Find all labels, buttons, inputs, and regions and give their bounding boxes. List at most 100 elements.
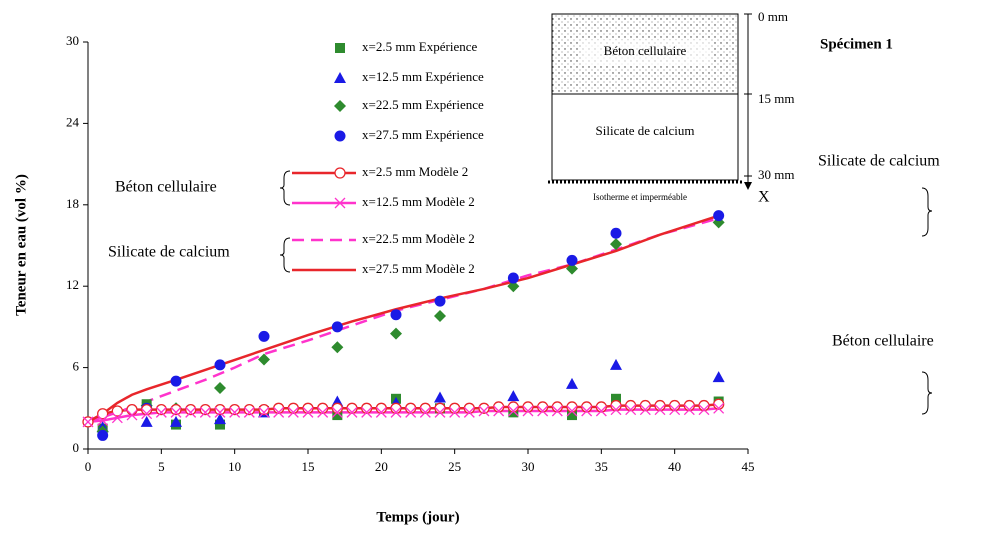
marker <box>317 406 329 418</box>
marker <box>625 404 637 416</box>
y-tick-label: 30 <box>66 33 79 48</box>
legend-marker <box>334 130 346 142</box>
marker <box>214 406 226 418</box>
marker <box>566 401 578 413</box>
marker <box>170 404 182 416</box>
marker <box>419 402 431 414</box>
x-tick-label: 35 <box>595 459 608 474</box>
marker <box>610 238 622 251</box>
legend-marker <box>334 197 346 209</box>
marker <box>713 398 725 410</box>
inset-label: Isotherme et imperméable <box>593 192 687 202</box>
x-tick-label: 20 <box>375 459 388 474</box>
marker <box>82 416 94 428</box>
marker <box>478 402 490 414</box>
inset-label: 0 mm <box>758 9 788 24</box>
marker <box>170 375 182 387</box>
marker <box>229 404 241 416</box>
marker <box>111 412 123 424</box>
marker <box>229 406 241 418</box>
y-tick-label: 0 <box>73 440 80 455</box>
marker <box>331 402 343 414</box>
marker <box>155 406 167 418</box>
inset-bottom-layer <box>551 93 739 181</box>
marker <box>111 405 123 417</box>
marker <box>258 404 270 416</box>
y-tick-label: 12 <box>66 277 79 292</box>
marker <box>405 406 417 418</box>
marker <box>405 402 417 414</box>
marker <box>566 262 578 275</box>
brace <box>279 170 291 206</box>
x-tick-label: 45 <box>742 459 755 474</box>
x-tick-label: 40 <box>668 459 681 474</box>
marker <box>610 227 622 239</box>
marker <box>449 402 461 414</box>
y-tick-label: 24 <box>66 114 80 129</box>
marker <box>214 404 226 416</box>
marker <box>434 310 446 323</box>
marker <box>215 419 225 430</box>
marker <box>97 415 109 426</box>
marker <box>639 404 651 416</box>
inset-label: Béton cellulaire <box>604 43 687 58</box>
brace <box>921 187 933 237</box>
marker <box>611 393 621 404</box>
marker <box>581 401 593 413</box>
legend-label: x=2.5 mm Modèle 2 <box>362 164 468 179</box>
marker <box>97 408 109 420</box>
marker <box>522 401 534 413</box>
legend-label: x=12.5 mm Modèle 2 <box>362 194 475 209</box>
inset-label: Silicate de calcium <box>596 123 695 138</box>
marker <box>434 402 446 414</box>
marker <box>258 353 270 366</box>
marker <box>199 406 211 418</box>
legend-label: x=22.5 mm Modèle 2 <box>362 231 475 246</box>
y-axis-title: Teneur en eau (vol %) <box>13 174 29 316</box>
x-tick-label: 25 <box>448 459 461 474</box>
marker <box>287 406 299 418</box>
marker <box>331 341 344 354</box>
marker <box>141 404 153 416</box>
marker <box>507 405 519 417</box>
brace <box>921 371 933 415</box>
marker <box>698 404 710 416</box>
marker <box>654 399 666 412</box>
marker <box>683 399 695 412</box>
marker <box>610 399 622 412</box>
marker <box>258 330 270 342</box>
inset-label: 15 mm <box>758 91 794 106</box>
x-tick-label: 15 <box>302 459 315 474</box>
marker <box>567 410 577 421</box>
marker <box>537 401 549 413</box>
marker <box>625 399 637 412</box>
marker <box>331 321 343 333</box>
marker <box>361 402 373 414</box>
marker <box>522 405 534 417</box>
marker <box>698 399 710 412</box>
marker <box>581 405 593 417</box>
series-line <box>87 214 720 423</box>
marker <box>669 399 681 412</box>
marker <box>155 404 167 416</box>
marker <box>669 404 681 416</box>
marker <box>273 402 285 414</box>
x-axis-title: Temps (jour) <box>376 509 459 525</box>
annotation: Spécimen 1 <box>820 36 893 52</box>
marker <box>390 406 402 418</box>
marker <box>713 402 725 414</box>
annotation: Béton cellulaire <box>832 333 934 350</box>
inset-arrow <box>744 182 752 190</box>
marker <box>449 406 461 418</box>
marker <box>273 406 285 418</box>
marker <box>170 406 182 418</box>
marker <box>507 280 520 293</box>
marker <box>610 404 622 416</box>
inset-label-bg <box>582 40 710 66</box>
marker <box>566 377 578 389</box>
marker <box>361 406 373 418</box>
marker <box>185 404 197 416</box>
marker <box>493 401 505 413</box>
marker <box>287 402 299 414</box>
marker <box>170 415 182 427</box>
